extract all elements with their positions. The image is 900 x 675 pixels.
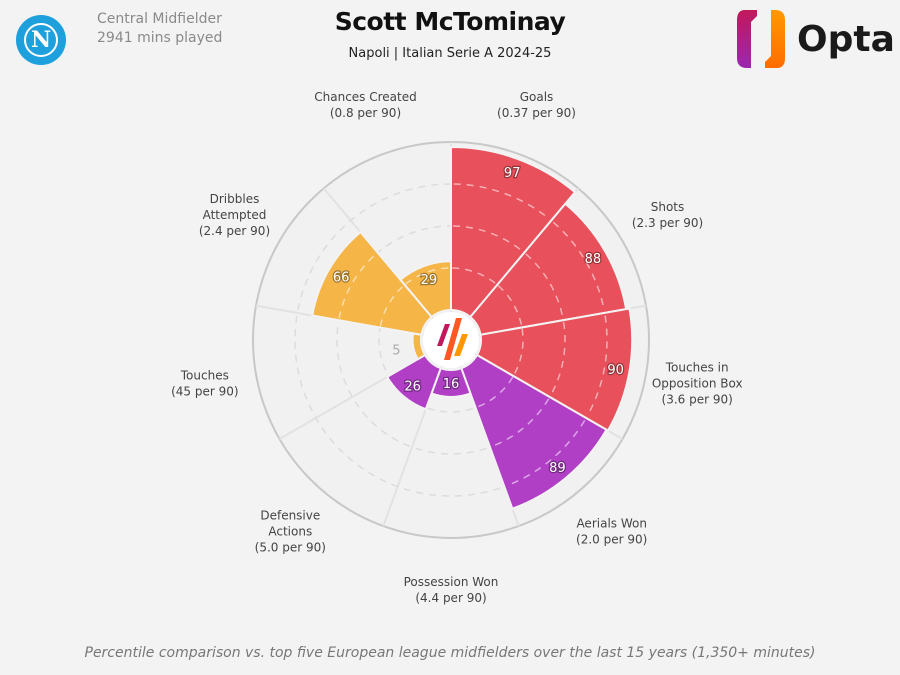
category-label-7: Attempted — [203, 208, 267, 222]
bar-gridline — [405, 267, 450, 285]
category-label-5: Actions — [268, 525, 312, 539]
category-label-0: Goals — [520, 90, 554, 104]
category-label-6: Touches — [180, 368, 229, 382]
category-label-7: Dribbles — [210, 192, 260, 206]
category-label-0: (0.37 per 90) — [497, 106, 576, 120]
value-label-1: 88 — [585, 252, 602, 267]
value-label-7: 66 — [333, 271, 350, 286]
page-title: Scott McTominay — [334, 7, 566, 36]
subtitle: Napoli | Italian Serie A 2024-25 — [348, 46, 552, 61]
bar-gridline — [550, 322, 566, 396]
value-label-0: 97 — [504, 166, 521, 181]
category-label-1: (2.3 per 90) — [632, 216, 703, 230]
bar-gridline — [452, 225, 524, 252]
bar-gridline — [452, 267, 497, 285]
player-position: Central Midfielder — [97, 11, 222, 27]
bar-gridline — [552, 221, 605, 311]
category-label-4: Possession Won — [404, 575, 499, 589]
value-label-5: 26 — [404, 380, 421, 395]
bar-5 — [385, 353, 443, 411]
opta-wordmark: Opta — [797, 18, 895, 60]
bar-gridline — [453, 183, 550, 220]
napoli-badge-icon: N — [16, 15, 66, 65]
category-label-2: Touches in — [665, 360, 729, 374]
category-label-3: Aerials Won — [576, 517, 647, 531]
category-label-2: Opposition Box — [652, 376, 743, 390]
opta-mark-icon — [737, 10, 785, 68]
badge-letter: N — [24, 23, 58, 57]
category-label-1: Shots — [651, 200, 685, 214]
bar-gridline — [586, 315, 608, 416]
minutes-played: 2941 mins played — [97, 30, 223, 46]
bar-7 — [311, 230, 434, 336]
category-label-3: (2.0 per 90) — [576, 533, 647, 547]
opta-logo: Opta — [735, 8, 895, 70]
bar-3 — [459, 353, 608, 510]
bar-gridline — [338, 253, 377, 319]
category-label-4: (4.4 per 90) — [415, 591, 486, 605]
bar-gridline — [506, 419, 586, 487]
category-label-8: Chances Created — [314, 90, 416, 104]
value-label-6: 5 — [392, 344, 400, 359]
value-label-2: 90 — [607, 363, 624, 378]
bar-gridline — [513, 328, 524, 376]
center-logo-stripes-icon — [437, 318, 468, 360]
bar-8 — [398, 260, 452, 319]
bar-gridline — [525, 253, 564, 319]
category-label-6: (45 per 90) — [171, 384, 238, 398]
value-label-8: 29 — [421, 273, 438, 288]
category-label-7: (2.4 per 90) — [199, 224, 270, 238]
footnote: Percentile comparison vs. top five Europ… — [84, 645, 816, 661]
bar-gridline — [491, 398, 550, 448]
bar-2 — [475, 307, 634, 432]
bar-gridline — [379, 285, 405, 327]
category-label-8: (0.8 per 90) — [330, 106, 401, 120]
value-label-4: 16 — [443, 377, 460, 392]
bar-gridline — [476, 376, 514, 408]
category-label-5: (5.0 per 90) — [255, 541, 326, 555]
category-label-5: Defensive — [260, 509, 320, 523]
category-label-2: (3.6 per 90) — [662, 392, 733, 406]
bar-1 — [468, 202, 628, 336]
bar-gridline — [497, 285, 523, 327]
value-label-3: 89 — [549, 461, 566, 476]
